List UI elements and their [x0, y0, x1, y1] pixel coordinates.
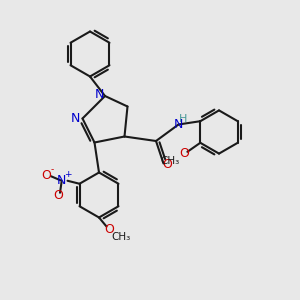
- Text: N: N: [174, 118, 183, 131]
- Text: CH₃: CH₃: [161, 156, 180, 166]
- Text: N: N: [71, 112, 81, 125]
- Text: N: N: [57, 174, 66, 187]
- Text: -: -: [50, 165, 53, 174]
- Text: +: +: [64, 170, 71, 179]
- Text: H: H: [179, 114, 187, 124]
- Text: O: O: [162, 158, 172, 172]
- Text: O: O: [179, 147, 189, 160]
- Text: N: N: [95, 88, 104, 101]
- Text: O: O: [41, 169, 51, 182]
- Text: CH₃: CH₃: [112, 232, 131, 242]
- Text: O: O: [105, 223, 114, 236]
- Text: O: O: [54, 189, 64, 202]
